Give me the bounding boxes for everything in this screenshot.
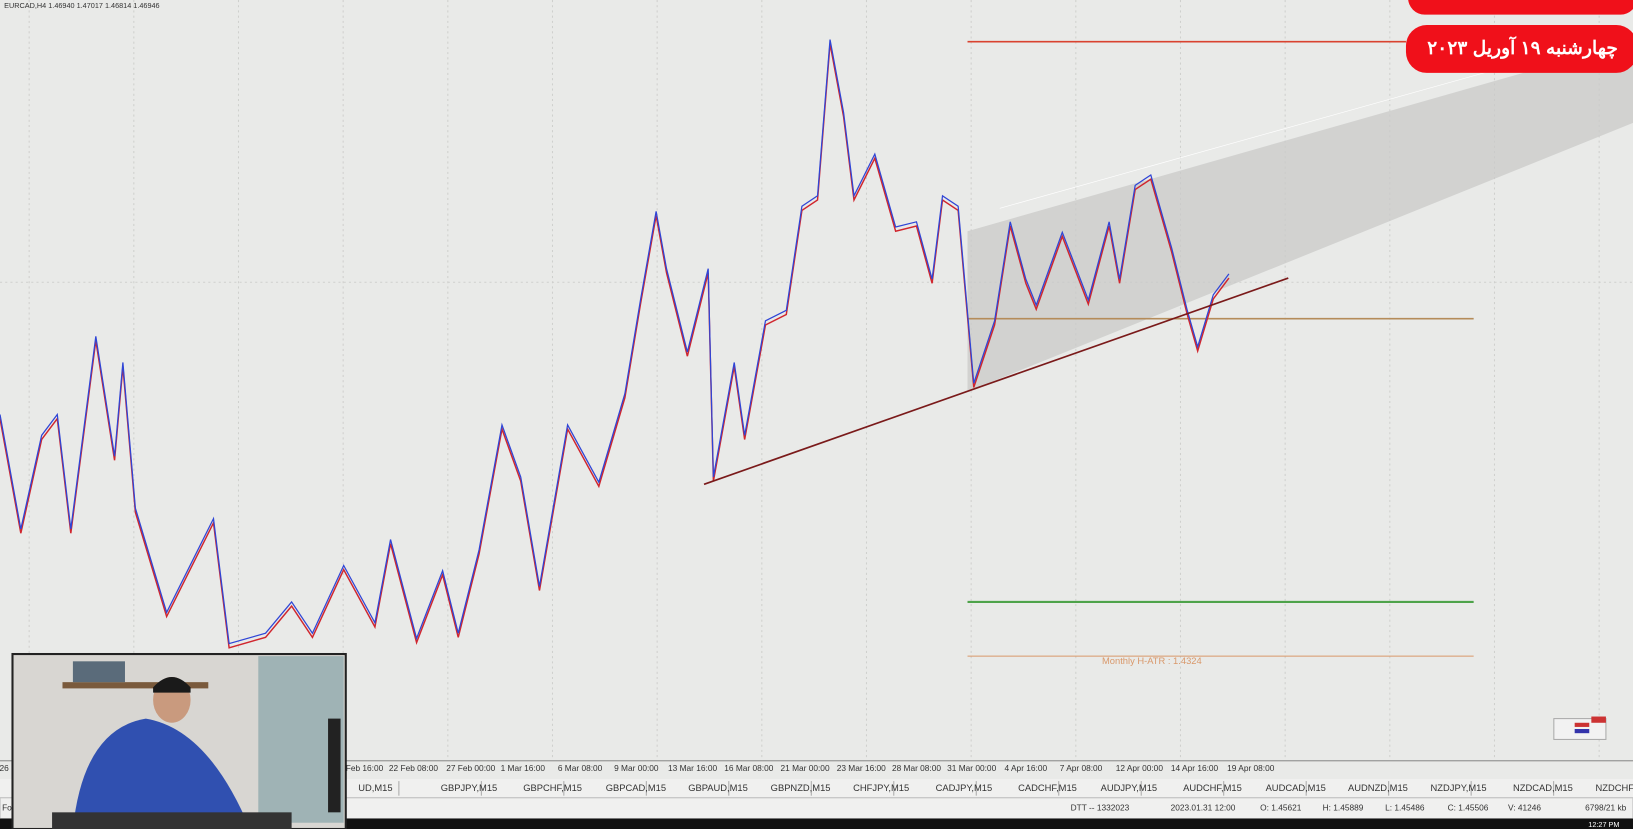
symbol-tab[interactable]: GBPCHF,M15: [523, 783, 582, 793]
trendline: [703, 277, 1289, 486]
status-item: C: 1.45506: [1448, 802, 1489, 812]
time-label: 23 Mar 16:00: [837, 763, 886, 773]
status-left: Fo: [2, 802, 12, 812]
status-item: 2023.01.31 12:00: [1171, 802, 1236, 812]
symbol-tab[interactable]: AUDCHF,M15: [1183, 783, 1242, 793]
badge-top: [1408, 0, 1633, 15]
symbol-tab[interactable]: GBPAUD,M15: [688, 783, 748, 793]
symbol-tab[interactable]: CADCHF,M15: [1018, 783, 1077, 793]
time-label: Feb 16:00: [346, 763, 384, 773]
symbol-tab[interactable]: NZDCAD,M15: [1513, 783, 1573, 793]
time-label: 7 Apr 08:00: [1060, 763, 1103, 773]
time-label: 9 Mar 00:00: [614, 763, 659, 773]
symbol-tab[interactable]: CADJPY,M15: [936, 783, 993, 793]
time-label: 6 Mar 08:00: [558, 763, 603, 773]
time-label: 19 Apr 08:00: [1227, 763, 1275, 773]
symbol-tab[interactable]: AUDJPY,M15: [1101, 783, 1158, 793]
symbol-tab[interactable]: AUDNZD,M15: [1348, 783, 1408, 793]
axis-border: [0, 760, 1633, 762]
time-label: 22 Feb 08:00: [389, 763, 438, 773]
price-candles-bear: [0, 43, 1230, 649]
time-label: 1 Mar 16:00: [501, 763, 546, 773]
time-label: 13 Mar 16:00: [668, 763, 717, 773]
status-item: V: 41246: [1508, 802, 1541, 812]
status-item: L: 1.45486: [1385, 802, 1425, 812]
symbol-tab[interactable]: CHFJPY,M15: [853, 783, 909, 793]
symbol-tab[interactable]: GBPCAD,M15: [606, 783, 666, 793]
time-label: 27 Feb 00:00: [446, 763, 495, 773]
symbol-tab[interactable]: AUDCAD,M15: [1266, 783, 1326, 793]
symbol-tab[interactable]: NZDCHF,M15: [1596, 783, 1633, 793]
tab-bar: [0, 779, 1633, 798]
date-badge: [1405, 25, 1633, 73]
symbol-tab[interactable]: NZDJPY,M15: [1431, 783, 1487, 793]
status-item: 6798/21 kb: [1585, 802, 1627, 812]
time-label: 4 Apr 16:00: [1005, 763, 1048, 773]
taskbar: [0, 818, 1633, 829]
time-label: 16 Mar 08:00: [724, 763, 773, 773]
atr-label: Monthly H-ATR : 1.4324: [1102, 656, 1202, 666]
time-label: 28 Mar 08:00: [892, 763, 941, 773]
webcam-inset: [11, 652, 347, 829]
time-label: 14 Apr 16:00: [1171, 763, 1219, 773]
status-item: DTT -- 1332023: [1071, 802, 1130, 812]
regression-channel: [967, 41, 1633, 392]
clock: 12:27 PM: [1588, 820, 1619, 829]
symbol-tab[interactable]: UD,M15: [358, 783, 392, 793]
symbol-tab[interactable]: GBPNZD,M15: [771, 783, 831, 793]
status-item: O: 1.45621: [1260, 802, 1302, 812]
symbol-tab[interactable]: GBPJPY,M15: [441, 783, 498, 793]
status-item: H: 1.45889: [1323, 802, 1364, 812]
date-badge-text: چهارشنبه ۱۹ آوریل ۲۰۲۳: [1427, 35, 1618, 59]
color-icon: [1553, 716, 1607, 740]
time-label: 26: [0, 763, 9, 773]
time-label: 21 Mar 00:00: [781, 763, 830, 773]
labels: 26 Feb 16:00 22 Feb 08:00 27 Feb 00:00 1 Mar…: [0, 763, 1633, 829]
time-label: 31 Mar 00:00: [947, 763, 996, 773]
time-label: 12 Apr 00:00: [1116, 763, 1164, 773]
price-candles-bull: [0, 39, 1230, 645]
symbol-info: EURCAD,H4 1.46940 1.47017 1.46814 1.4694…: [4, 1, 159, 10]
